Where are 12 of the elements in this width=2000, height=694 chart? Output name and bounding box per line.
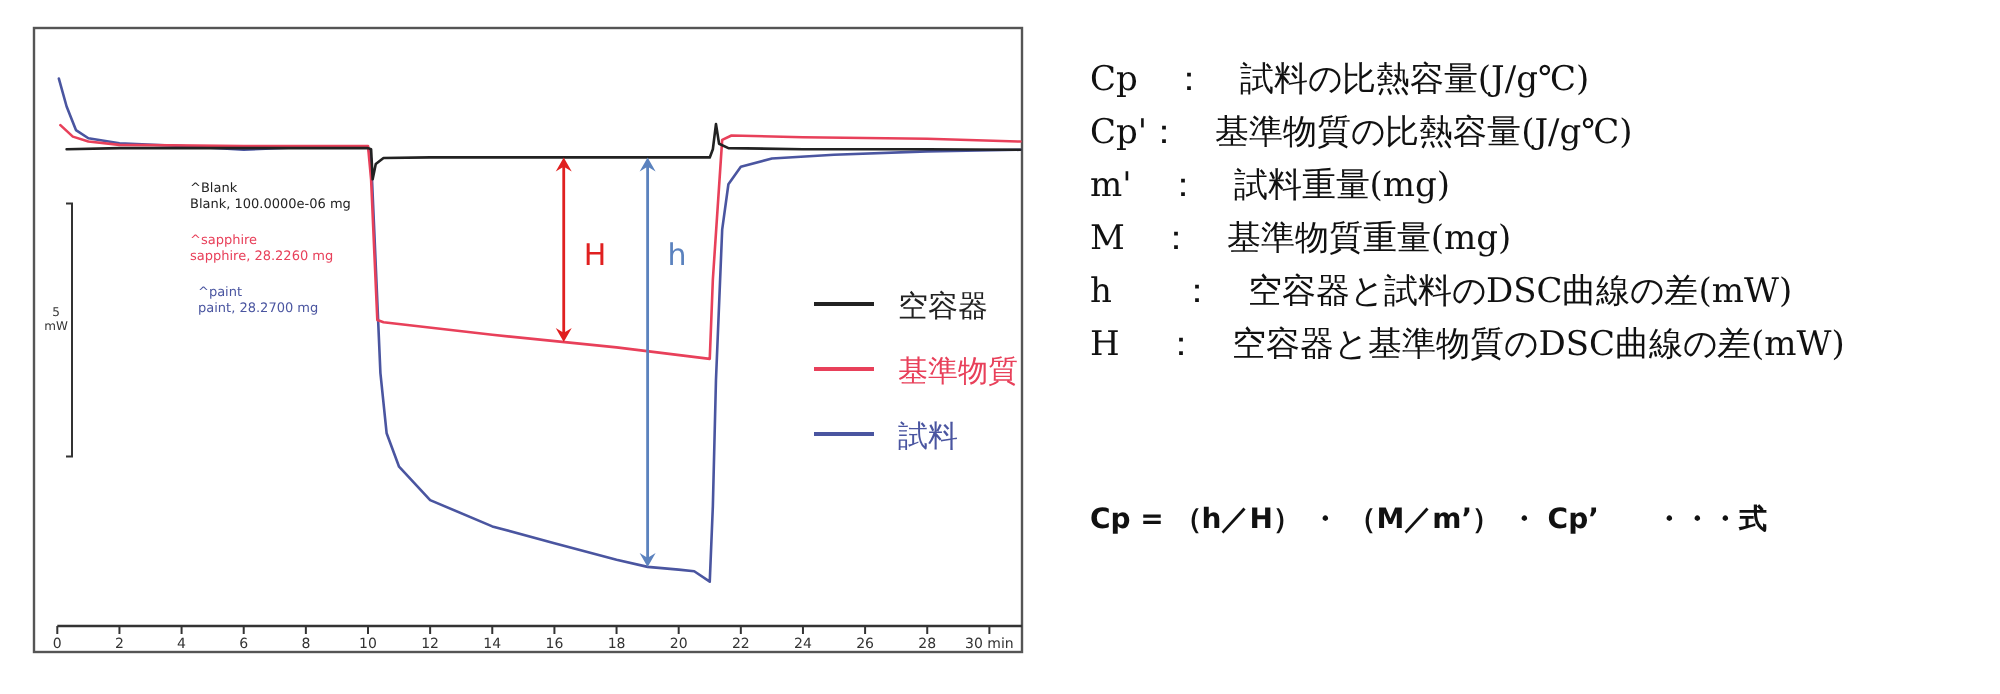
annotation: H (583, 237, 607, 274)
text: Cp ： 試料の比熱容量(J/g℃) (1090, 60, 1590, 100)
legend-label: 空容器 (898, 288, 988, 324)
legend-label: 基準物質 (898, 353, 1018, 389)
text: h ： 空容器と試料のDSC曲線の差(mW) (1090, 272, 1793, 312)
legend-label: 試料 (898, 418, 958, 454)
text: m' ： 試料重量(mg) (1090, 166, 1451, 206)
text: H ： 空容器と基準物質のDSC曲線の差(mW) (1090, 325, 1845, 365)
text: M ： 基準物質重量(mg) (1090, 219, 1512, 259)
text: Cp'： 基準物質の比熱容量(J/g℃) (1090, 113, 1633, 153)
text: Cp = （h／H） ・ （M／m’） ・ Cp’ ・・・式 (1090, 504, 1767, 536)
annotation: h (667, 237, 687, 274)
